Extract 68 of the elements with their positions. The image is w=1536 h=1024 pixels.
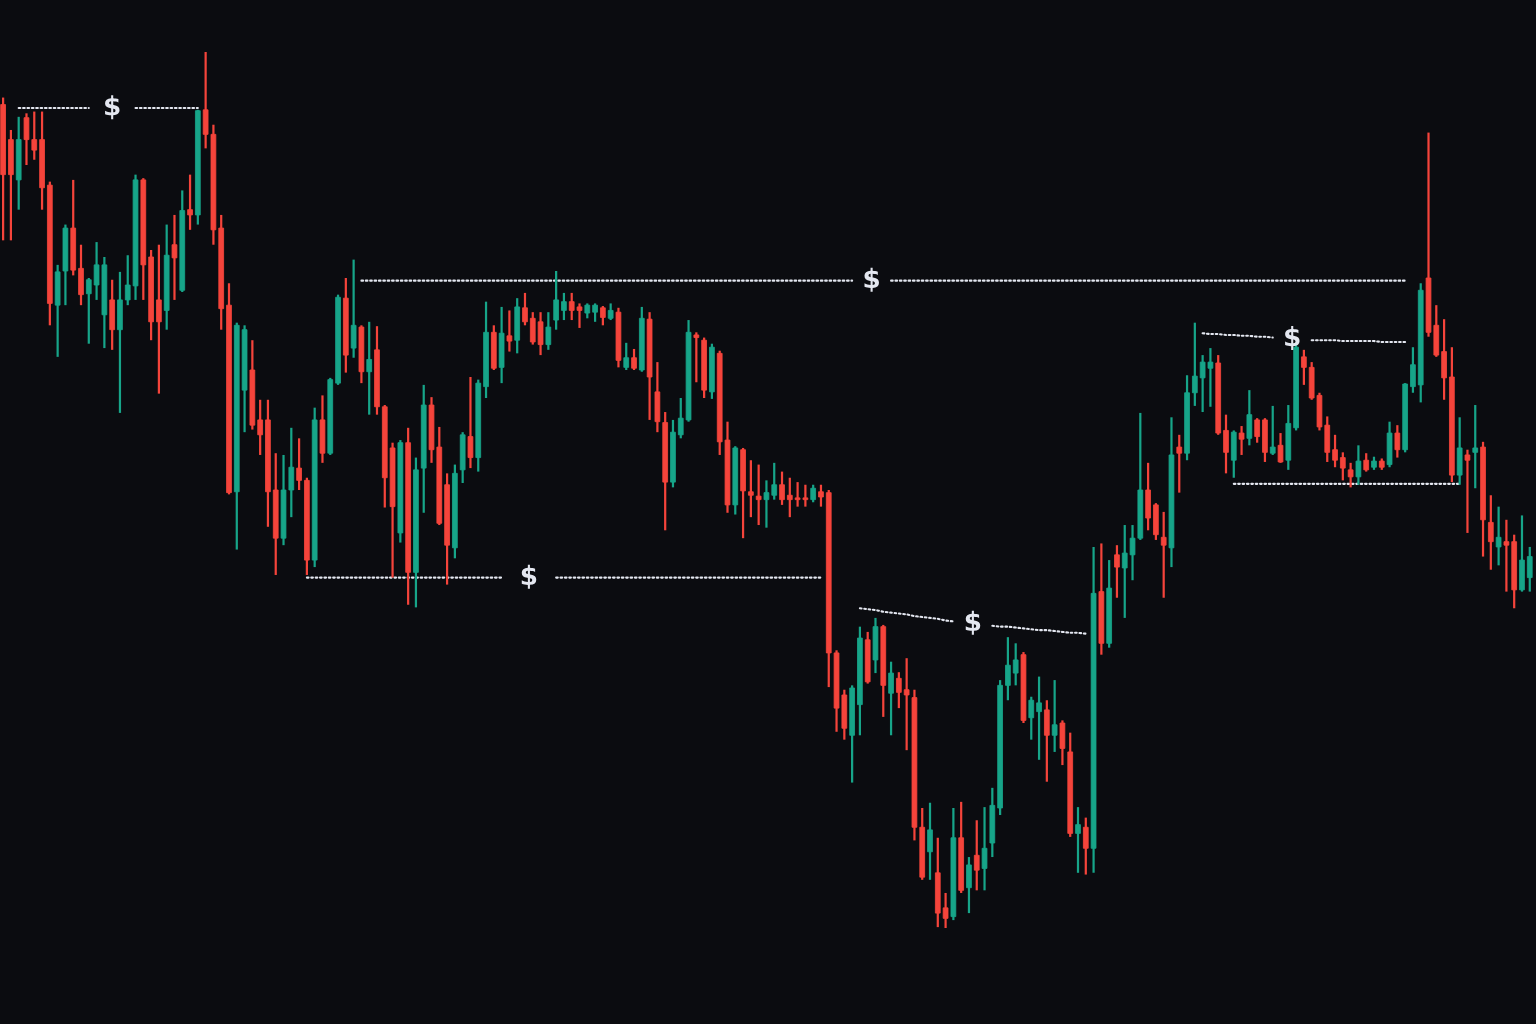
candlestick [1301,348,1307,386]
candlestick [903,657,910,752]
candlestick [942,891,949,930]
candlestick [1051,678,1058,754]
series-label: $ [1285,326,1300,351]
candlestick [553,269,559,331]
candlestick [545,311,552,351]
candlestick [1246,389,1253,447]
candlestick [1036,675,1042,761]
candlestick [561,291,567,322]
candlestick [366,320,373,416]
candlestick [818,483,824,508]
candlestick [592,302,598,323]
candlestick [888,660,894,737]
candlestick [1495,505,1502,567]
candlestick [1238,424,1245,457]
candlestick [171,213,178,302]
candlestick [1176,433,1183,494]
candlestick [1340,451,1346,482]
candlestick [85,276,92,345]
candlestick [1277,431,1284,464]
candlestick [467,375,474,470]
candlestick [1223,413,1229,475]
candlestick [1487,494,1494,571]
candlestick [296,437,302,492]
candlestick [1160,510,1167,599]
candlestick [522,291,528,327]
candlestick [1332,433,1338,469]
candlestick [973,819,980,892]
candlestick [786,476,793,519]
candlestick [1347,461,1354,489]
candlestick [1269,404,1276,457]
candlestick [1075,806,1081,874]
candlestick [966,855,972,915]
candlestick [1526,545,1533,593]
candlestick [600,304,606,327]
candlestick [779,470,785,506]
candlestick [1254,417,1260,444]
candlestick [1028,695,1035,741]
candlestick [1394,424,1401,459]
candlestick [187,173,193,231]
candlestick [623,341,630,372]
candlestick [156,243,162,395]
candlestick [1114,544,1120,599]
series-label: $ [521,564,537,589]
candlestick [1005,636,1011,702]
candlestick [1355,444,1362,486]
candlestick [1192,321,1198,408]
candlestick [631,347,637,372]
candlestick [981,806,988,892]
candlestick [755,463,762,527]
candlestick [1410,346,1416,394]
series-label: $ [864,267,879,292]
candlestick [1012,642,1019,687]
series-label: $ [965,610,981,635]
candlestick [350,258,357,359]
candlestick [1503,518,1510,593]
candlestick [896,671,902,710]
candlestick [1082,816,1089,876]
candlestick [506,309,513,353]
candlestick [693,331,700,384]
candlestick [1363,452,1370,473]
candlestick [1464,448,1471,535]
candlestick [748,459,754,519]
series-label: $ [105,95,120,120]
candlestick [257,398,263,457]
candlestick [1472,403,1479,490]
candlestick [927,801,933,881]
